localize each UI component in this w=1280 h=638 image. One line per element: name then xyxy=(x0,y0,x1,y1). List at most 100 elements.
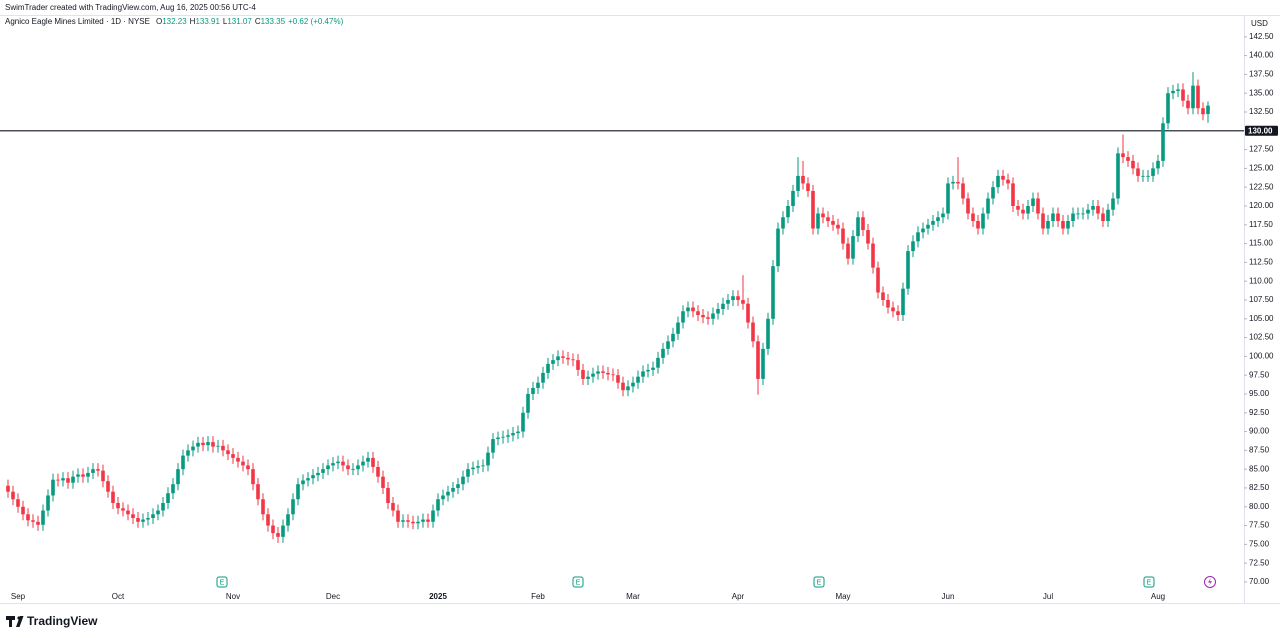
candle-body xyxy=(226,450,230,455)
candle-body xyxy=(436,499,440,511)
candle-body xyxy=(676,322,680,334)
candle-body xyxy=(1166,93,1170,124)
candle-body xyxy=(381,476,385,488)
candle-body xyxy=(26,514,30,521)
candle-body xyxy=(666,341,670,349)
candle-body xyxy=(126,510,130,515)
candle-body xyxy=(211,442,215,447)
candle-body xyxy=(291,499,295,515)
candle-body xyxy=(1061,221,1065,229)
candle-body xyxy=(991,187,995,199)
candle-body xyxy=(941,213,945,218)
candle-body xyxy=(591,373,595,377)
x-tick-label: Apr xyxy=(732,592,745,601)
candle-body xyxy=(836,224,840,229)
candle-body xyxy=(796,175,800,191)
candle-body xyxy=(1201,108,1205,115)
candle-body xyxy=(191,446,195,451)
candle-body xyxy=(1031,198,1035,206)
candle-body xyxy=(11,491,15,500)
candle-body xyxy=(496,437,500,440)
candle-body xyxy=(286,514,290,526)
candle-body xyxy=(96,469,100,471)
candle-body xyxy=(76,474,80,477)
x-tick-label: Aug xyxy=(1151,592,1165,601)
candle-body xyxy=(506,435,510,437)
y-tick-label: 125.00 xyxy=(1249,164,1274,173)
candle-body xyxy=(1131,160,1135,169)
legend-change: +0.62 (+0.47%) xyxy=(288,17,343,26)
candle-body xyxy=(346,465,350,470)
candle-body xyxy=(1181,89,1185,101)
candle-body xyxy=(596,371,600,374)
y-tick-label: 82.50 xyxy=(1249,483,1270,492)
candle-body xyxy=(431,510,435,522)
candle-body xyxy=(1196,85,1200,109)
candle-body xyxy=(1111,198,1115,210)
y-tick-label: 120.00 xyxy=(1249,201,1274,210)
earnings-letter: E xyxy=(220,579,225,586)
candle-body xyxy=(416,521,420,524)
candle-body xyxy=(1016,205,1020,210)
candle-body xyxy=(681,311,685,323)
candle-body xyxy=(541,372,545,383)
y-tick-label: 112.50 xyxy=(1249,257,1273,266)
y-tick-label: 75.00 xyxy=(1249,539,1270,548)
candle-body xyxy=(361,461,365,466)
candle-body xyxy=(821,213,825,218)
candle-body xyxy=(1146,175,1150,177)
candle-body xyxy=(531,387,535,394)
candle-body xyxy=(826,217,830,222)
candle-body xyxy=(746,303,750,323)
y-tick-label: 85.00 xyxy=(1249,464,1270,473)
y-tick-label: 77.50 xyxy=(1249,521,1270,530)
candle-body xyxy=(536,382,540,388)
candle-body xyxy=(166,493,170,503)
candle-body xyxy=(921,228,925,233)
candle-body xyxy=(91,469,95,473)
x-tick-label: 2025 xyxy=(429,592,447,601)
candle-body xyxy=(81,474,85,477)
candle-body xyxy=(391,502,395,511)
candle-body xyxy=(1096,205,1100,214)
earnings-icon xyxy=(216,576,228,588)
candle-body xyxy=(251,469,255,485)
candle-body xyxy=(566,357,570,360)
x-tick-label: Jun xyxy=(942,592,955,601)
logo-dot xyxy=(17,616,21,620)
candle-body xyxy=(141,519,145,522)
candle-body xyxy=(806,183,810,191)
candle-body xyxy=(1106,209,1110,222)
candle-body xyxy=(446,491,450,496)
candle-body xyxy=(586,376,590,379)
candle-body xyxy=(1076,213,1080,215)
candle-body xyxy=(121,508,125,511)
candle-body xyxy=(386,487,390,503)
candle-body xyxy=(661,348,665,358)
y-tick-label: 97.50 xyxy=(1249,370,1270,379)
candle-body xyxy=(996,175,1000,188)
y-tick-label: 110.00 xyxy=(1249,276,1273,285)
candle-body xyxy=(196,442,200,447)
candle-body xyxy=(116,502,120,509)
x-tick-label: Oct xyxy=(112,592,125,601)
candle-body xyxy=(906,251,910,289)
candle-body xyxy=(1151,168,1155,176)
candle-body xyxy=(36,521,40,525)
y-tick-label: 95.00 xyxy=(1249,389,1270,398)
y-tick-label: 115.00 xyxy=(1249,239,1273,248)
candle-body xyxy=(1191,85,1195,109)
candle-body xyxy=(1001,175,1005,180)
candle-body xyxy=(556,356,560,361)
candle-body xyxy=(466,469,470,477)
candle-body xyxy=(296,484,300,500)
candle-body xyxy=(711,313,715,319)
y-tick-label: 70.00 xyxy=(1249,577,1270,586)
x-tick-label: Mar xyxy=(626,592,640,601)
earnings-markers: E E E E xyxy=(216,576,1216,588)
candle-body xyxy=(441,495,445,500)
candle-body xyxy=(526,393,530,413)
candle-body xyxy=(1186,100,1190,109)
y-tick-label: 105.00 xyxy=(1249,314,1274,323)
